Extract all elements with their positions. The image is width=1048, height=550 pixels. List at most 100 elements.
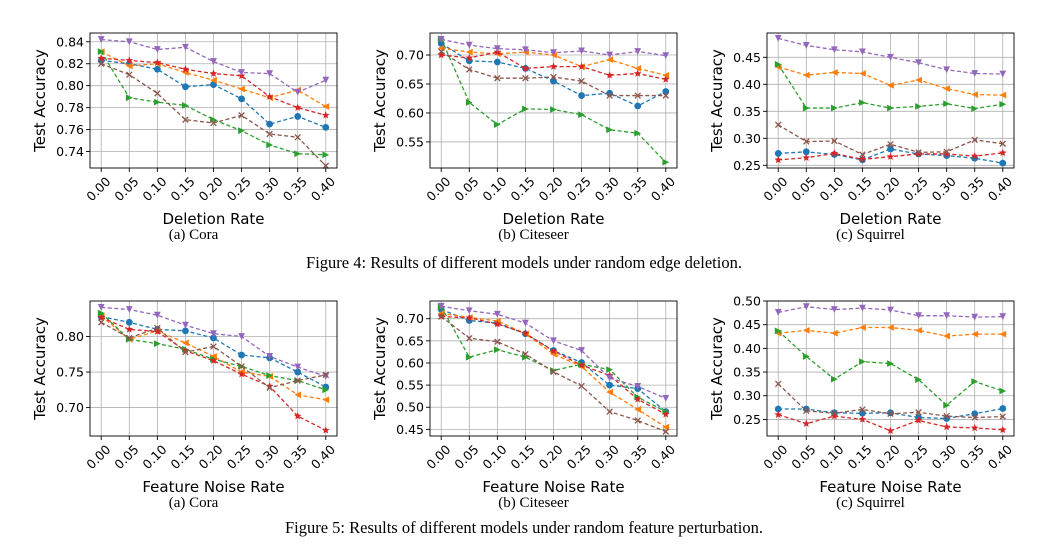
x-tick-label: 0.05 (788, 174, 818, 204)
data-point (294, 363, 302, 371)
data-point (322, 372, 330, 380)
data-point (521, 329, 530, 337)
data-point (266, 372, 274, 380)
data-point (971, 91, 979, 98)
data-point (774, 410, 783, 418)
data-point (437, 48, 445, 55)
data-point (915, 409, 922, 416)
data-point (126, 71, 133, 78)
data-point (915, 326, 922, 334)
data-point (322, 371, 330, 379)
y-tick-label: 0.75 (56, 365, 84, 380)
data-point (294, 134, 301, 141)
data-point (266, 384, 273, 391)
data-point (634, 383, 642, 390)
data-point (802, 42, 810, 49)
data-point (999, 405, 1007, 412)
data-point (97, 36, 105, 43)
x-tick-label: 0.40 (985, 442, 1015, 472)
data-point (153, 46, 161, 53)
data-point (971, 136, 978, 144)
data-point (774, 308, 782, 316)
data-point (774, 35, 782, 42)
x-tick-label: 0.00 (760, 442, 790, 472)
data-point (606, 56, 614, 64)
charts: 0.740.760.780.800.820.840.000.050.100.15… (31, 32, 1015, 511)
y-tick-label: 0.45 (396, 422, 424, 437)
x-tick-label: 0.35 (280, 174, 310, 204)
data-point (238, 363, 245, 370)
x-tick-label: 0.15 (844, 442, 874, 472)
x-tick-label: 0.00 (83, 442, 113, 472)
data-point (97, 319, 105, 326)
data-point (550, 337, 557, 345)
data-point (182, 43, 189, 51)
x-tick-label: 0.35 (620, 442, 650, 472)
data-point (971, 378, 979, 385)
data-point (914, 149, 923, 158)
data-point (605, 71, 614, 79)
data-point (606, 51, 614, 59)
data-point (774, 150, 782, 157)
data-point (125, 62, 133, 70)
y-axis-label: Test Accuracy (708, 317, 726, 421)
data-point (266, 70, 274, 78)
x-tick-label: 0.05 (111, 442, 141, 472)
data-point (774, 405, 782, 413)
data-point (999, 140, 1007, 147)
x-tick-label: 0.30 (592, 442, 622, 472)
x-axis-label: Feature Noise Rate (482, 478, 624, 496)
data-point (802, 419, 811, 427)
subplot-caption: (a) Cora (169, 495, 219, 511)
x-tick-label: 0.05 (451, 174, 481, 204)
data-point (943, 401, 951, 409)
data-point (634, 48, 642, 55)
data-point (437, 313, 445, 320)
data-point (915, 312, 922, 320)
data-point (578, 92, 585, 99)
data-point (182, 321, 189, 329)
data-point (494, 338, 501, 345)
x-tick-label: 0.00 (423, 442, 453, 472)
data-point (971, 330, 979, 338)
data-point (633, 395, 642, 403)
data-point (886, 152, 895, 160)
x-tick-label: 0.35 (957, 442, 987, 472)
x-tick-label: 0.40 (308, 442, 338, 472)
data-point (322, 123, 330, 131)
data-point (999, 91, 1007, 99)
data-point (859, 406, 866, 413)
x-tick-label: 0.15 (507, 174, 537, 204)
chart-panel-3: 0.70 0.75 0.80 0.000.050.100.150.200.250.30… (31, 300, 338, 511)
data-point (209, 69, 218, 77)
data-point (915, 376, 922, 384)
y-tick-label: 0.35 (733, 104, 761, 119)
data-point (265, 92, 274, 100)
x-tick-label: 0.20 (873, 442, 903, 472)
x-tick-label: 0.20 (536, 174, 566, 204)
data-point (578, 47, 585, 55)
data-point (294, 88, 302, 96)
data-point (153, 327, 162, 335)
data-point (970, 423, 979, 432)
data-point (830, 104, 838, 112)
data-point (465, 353, 473, 361)
data-point (887, 410, 894, 417)
data-point (97, 54, 106, 62)
y-tick-label: 0.55 (396, 134, 424, 149)
data-point (802, 148, 810, 156)
data-point (803, 407, 810, 415)
data-point (321, 111, 330, 119)
data-point (971, 313, 979, 321)
data-point (943, 85, 951, 93)
series-line-3 (100, 316, 327, 431)
data-point (859, 99, 866, 107)
data-point (322, 396, 330, 404)
data-point (182, 102, 189, 109)
data-point (914, 416, 923, 424)
data-point (493, 121, 501, 128)
data-point (774, 121, 782, 129)
series-line-5 (777, 124, 1003, 156)
x-tick-label: 0.35 (620, 174, 650, 204)
